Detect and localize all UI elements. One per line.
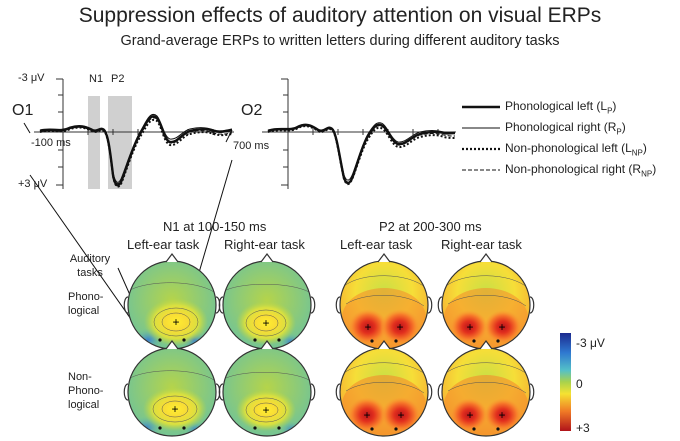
o2-channel-label: O2 [241, 102, 263, 119]
topomap-p2-left-nonphonological: + + [335, 340, 433, 437]
svg-text:+: + [466, 408, 473, 422]
topomap-p2-right-phonological: + + [437, 253, 535, 350]
o2-erp-plot [262, 78, 456, 189]
n1-right-ear-task-label: Right-ear task [224, 237, 305, 252]
topomap-p2-right-nonphonological: + + [437, 340, 535, 437]
n1-window-label: N1 [89, 73, 104, 85]
n1-left-ear-task-label: Left-ear task [127, 237, 200, 252]
colorbar [560, 333, 571, 431]
svg-text:+: + [171, 402, 178, 416]
topomap-n1-left-phonological: + [123, 253, 221, 350]
o1-erp-plot [34, 78, 234, 189]
y-top-label: -3 μV [18, 72, 45, 84]
svg-text:+: + [498, 320, 505, 334]
legend-item-nonphonological-left: Non-phonological left (LNP) [505, 141, 647, 158]
legend-item-nonphonological-right: Non-phonological right (RNP) [505, 162, 657, 179]
legend-item-phonological-left: Phonological left (LP) [505, 99, 617, 116]
topomap-n1-right-phonological: + [218, 253, 316, 350]
row-phonological-label: Phono-logical [68, 291, 104, 317]
p2-right-ear-task-label: Right-ear task [441, 237, 522, 252]
svg-text:+: + [363, 408, 370, 422]
topomap-p2-left-phonological: + + [335, 253, 433, 350]
topomap-n1-right-nonphonological: + [218, 340, 316, 437]
auditory-tasks-label: Auditory tasks [69, 253, 111, 279]
row-nonphonological-label: Non-Phono-logical [68, 371, 104, 411]
svg-text:+: + [466, 320, 473, 334]
figure-subtitle: Grand-average ERPs to written letters du… [120, 33, 560, 49]
y-bottom-label: +3 μV [18, 178, 48, 190]
svg-text:+: + [397, 408, 404, 422]
legend-item-phonological-right: Phonological right (RP) [505, 120, 626, 137]
colorbar-mid-label: 0 [576, 377, 583, 391]
topomap-n1-left-nonphonological: + [123, 340, 221, 437]
colorbar-top-label: -3 μV [576, 336, 605, 350]
svg-text:+: + [262, 403, 269, 417]
svg-text:+: + [396, 320, 403, 334]
n1-section-title: N1 at 100-150 ms [163, 219, 267, 234]
svg-text:+: + [262, 316, 269, 330]
o1-channel-label: O1 [12, 102, 34, 119]
svg-text:+: + [172, 315, 179, 329]
svg-text:+: + [498, 408, 505, 422]
p2-window-label: P2 [111, 73, 125, 85]
p2-section-title: P2 at 200-300 ms [379, 219, 482, 234]
time-end-label: 700 ms [233, 140, 270, 152]
svg-text:+: + [364, 320, 371, 334]
figure-title: Suppression effects of auditory attentio… [78, 4, 602, 27]
legend-swatches [462, 105, 500, 171]
colorbar-bottom-label: +3 [576, 421, 590, 435]
p2-left-ear-task-label: Left-ear task [340, 237, 413, 252]
time-start-label: -100 ms [31, 137, 71, 149]
